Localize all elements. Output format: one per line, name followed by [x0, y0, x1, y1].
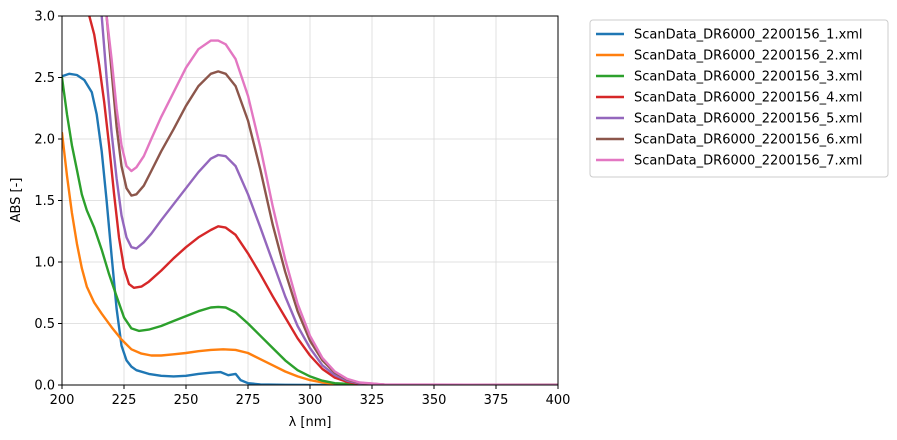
legend-frame: [589, 19, 889, 178]
x-tick-label-8: 400: [546, 393, 571, 408]
legend-label-3: ScanData_DR6000_2200156_3.xml: [634, 70, 863, 85]
series-line-6: [105, 16, 558, 385]
y-tick-label-0: 0.0: [34, 379, 55, 394]
axis-ticks: 200 225 250 275 300 325 350 375 400 0.0 0.5 1.0 1.5 2…: [34, 10, 570, 409]
legend-label-6: ScanData_DR6000_2200156_6.xml: [634, 133, 863, 148]
series-line-1: [62, 72, 558, 385]
x-tick-label-0: 200: [50, 393, 75, 408]
y-tick-label-4: 2.0: [34, 133, 55, 148]
y-tick-label-6: 3.0: [34, 10, 55, 25]
grid: [62, 16, 558, 385]
legend-label-2: ScanData_DR6000_2200156_2.xml: [634, 49, 863, 64]
legend-label-5: ScanData_DR6000_2200156_5.xml: [634, 112, 863, 127]
y-tick-label-2: 1.0: [34, 256, 55, 271]
x-tick-label-7: 375: [484, 393, 509, 408]
series-line-5: [100, 16, 558, 385]
y-tick-label-1: 0.5: [34, 317, 55, 332]
legend-label-7: ScanData_DR6000_2200156_7.xml: [634, 154, 863, 169]
y-tick-label-5: 2.5: [34, 71, 55, 86]
series-line-3: [62, 76, 558, 385]
series-line-2: [62, 131, 558, 385]
series-line-4: [88, 16, 558, 385]
legend-label-4: ScanData_DR6000_2200156_4.xml: [634, 91, 863, 106]
legend-label-1: ScanData_DR6000_2200156_1.xml: [634, 28, 863, 43]
y-axis-label: ABS [-]: [9, 178, 24, 223]
series-group: [62, 16, 558, 385]
x-tick-label-2: 250: [174, 393, 199, 408]
x-tick-label-6: 350: [422, 393, 447, 408]
x-tick-label-5: 325: [360, 393, 385, 408]
x-tick-label-1: 225: [112, 393, 137, 408]
legend: ScanData_DR6000_2200156_1.xml ScanData_DR…: [589, 19, 889, 178]
x-tick-label-3: 275: [236, 393, 261, 408]
series-line-7: [105, 16, 558, 385]
x-tick-label-4: 300: [298, 393, 323, 408]
y-tick-label-3: 1.5: [34, 194, 55, 209]
x-axis-label: λ [nm]: [289, 415, 332, 430]
